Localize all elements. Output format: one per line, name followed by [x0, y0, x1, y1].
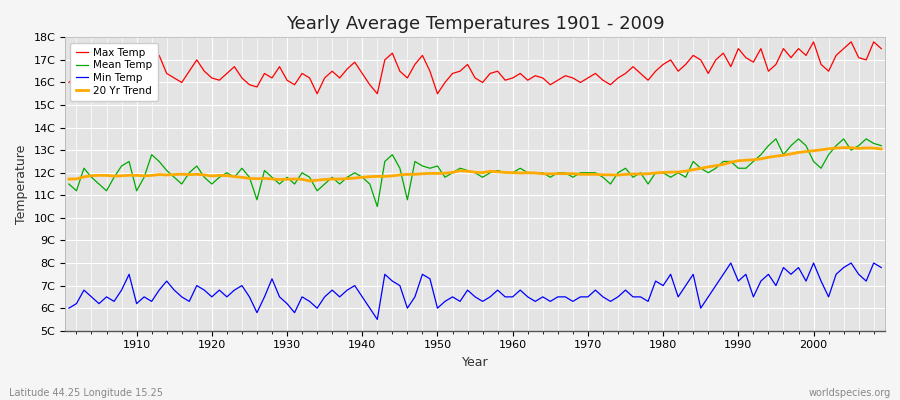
20 Yr Trend [64, 177, 75, 182]
Min Temp [289, 310, 300, 315]
20 Yr Trend [515, 170, 526, 175]
Mean Temp [515, 166, 526, 171]
Max Temp [311, 91, 322, 96]
Y-axis label: Temperature: Temperature [15, 144, 28, 224]
Mean Temp [508, 170, 518, 175]
Line: 20 Yr Trend: 20 Yr Trend [69, 148, 881, 181]
Mean Temp [770, 136, 781, 141]
Max Temp [605, 82, 616, 87]
Mean Temp [605, 182, 616, 186]
Min Temp [876, 265, 886, 270]
Title: Yearly Average Temperatures 1901 - 2009: Yearly Average Temperatures 1901 - 2009 [286, 15, 664, 33]
20 Yr Trend [876, 146, 886, 151]
Max Temp [515, 71, 526, 76]
Line: Mean Temp: Mean Temp [69, 139, 881, 206]
20 Yr Trend [508, 170, 518, 175]
Min Temp [605, 299, 616, 304]
Text: worldspecies.org: worldspecies.org [809, 388, 891, 398]
Max Temp [64, 80, 75, 85]
Line: Min Temp: Min Temp [69, 263, 881, 320]
20 Yr Trend [605, 172, 616, 177]
Line: Max Temp: Max Temp [69, 42, 881, 94]
Legend: Max Temp, Mean Temp, Min Temp, 20 Yr Trend: Max Temp, Mean Temp, Min Temp, 20 Yr Tre… [70, 42, 158, 101]
20 Yr Trend [838, 145, 849, 150]
Min Temp [372, 317, 382, 322]
20 Yr Trend [342, 176, 353, 181]
20 Yr Trend [123, 173, 134, 178]
Mean Temp [64, 182, 75, 186]
Mean Temp [334, 182, 345, 186]
Min Temp [123, 272, 134, 277]
Max Temp [289, 82, 300, 87]
Max Temp [123, 64, 134, 69]
Max Temp [342, 66, 353, 71]
Mean Temp [876, 143, 886, 148]
Mean Temp [372, 204, 382, 209]
Max Temp [808, 40, 819, 44]
20 Yr Trend [289, 176, 300, 181]
Min Temp [334, 294, 345, 299]
20 Yr Trend [304, 178, 315, 183]
Mean Temp [123, 159, 134, 164]
Min Temp [508, 294, 518, 299]
Max Temp [876, 46, 886, 51]
Min Temp [725, 261, 736, 266]
Min Temp [64, 306, 75, 310]
X-axis label: Year: Year [462, 356, 489, 369]
Max Temp [508, 76, 518, 80]
Mean Temp [289, 182, 300, 186]
Text: Latitude 44.25 Longitude 15.25: Latitude 44.25 Longitude 15.25 [9, 388, 163, 398]
Min Temp [515, 288, 526, 292]
